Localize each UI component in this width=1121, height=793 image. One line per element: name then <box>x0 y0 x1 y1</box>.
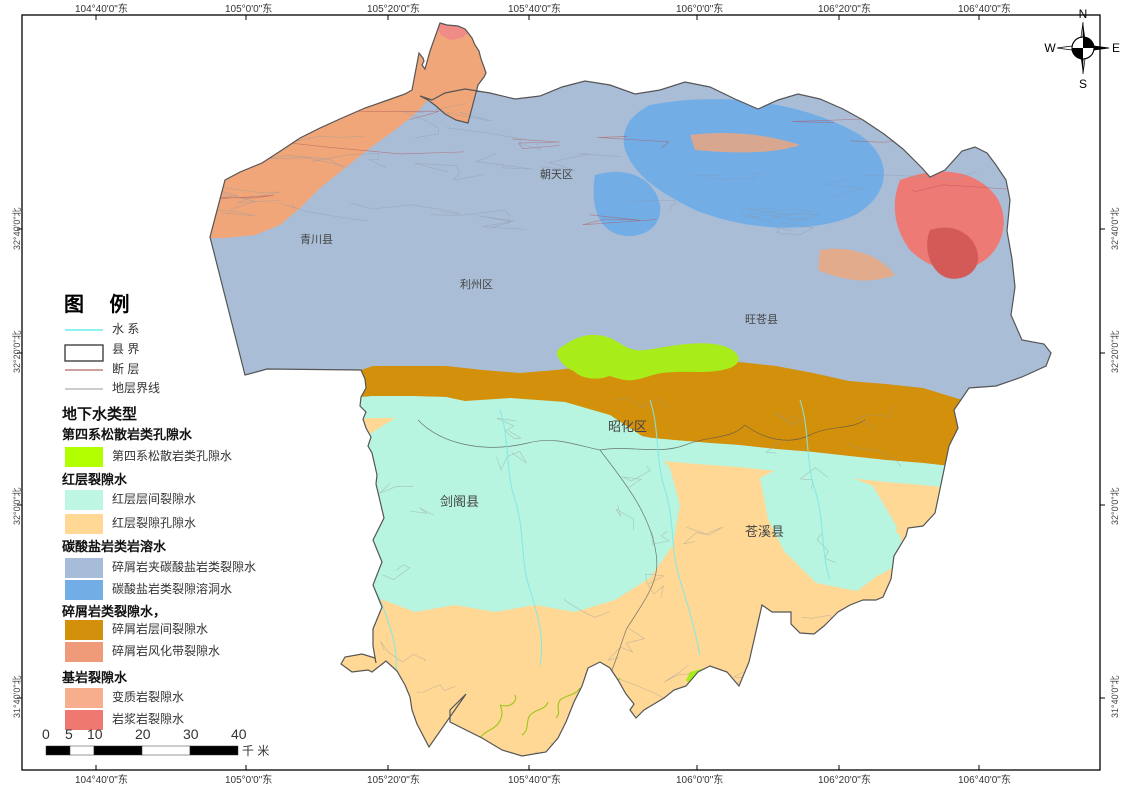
svg-text:S: S <box>1079 77 1087 91</box>
svg-text:E: E <box>1112 41 1120 55</box>
svg-text:W: W <box>1044 41 1056 55</box>
svg-text:N: N <box>1079 7 1088 21</box>
